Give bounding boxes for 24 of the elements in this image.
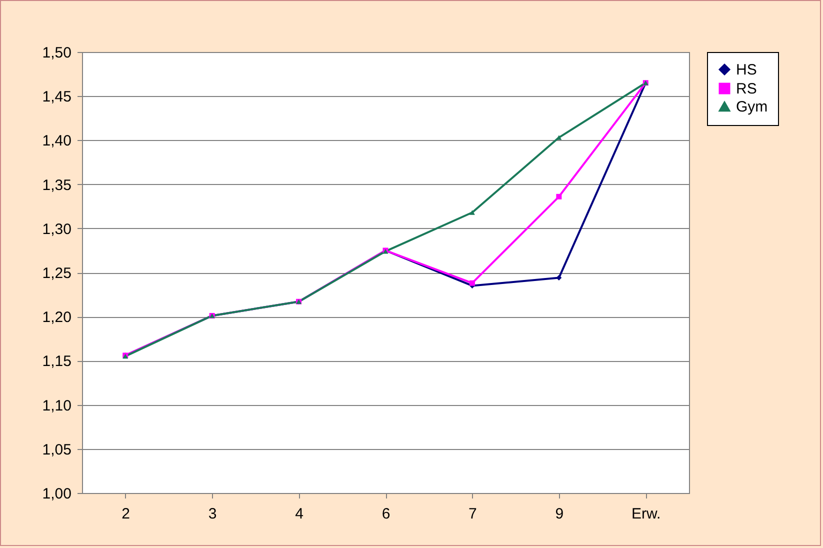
point [469,210,475,215]
point [469,280,475,286]
x-tick-label: Erw. [632,506,661,522]
y-tick-label: 1,50 [42,44,72,62]
point [556,194,562,200]
y-tick-label: 1,30 [42,220,72,238]
y-tick-label: 1,10 [42,397,72,414]
legend-label: Gym [736,98,768,116]
legend-label: HS [736,62,757,78]
legend-label: RS [736,80,757,98]
y-tick-label: 1,00 [42,486,72,502]
x-tick-label: 3 [208,506,217,522]
y-tick-label: 1,20 [42,309,72,326]
y-tick-label: 1,40 [42,132,72,150]
x-tick-label: 9 [555,506,564,522]
x-tick-label: 4 [295,506,304,522]
y-tick-label: 1,45 [42,88,72,106]
y-tick-label: 1,15 [42,353,72,370]
y-tick-label: 1,35 [42,176,72,194]
y-tick-label: 1,25 [42,265,72,282]
x-tick-label: 2 [122,506,130,522]
x-tick-label: 7 [468,506,477,522]
x-tick-label: 6 [382,506,390,522]
y-tick-label: 1,05 [42,441,72,458]
